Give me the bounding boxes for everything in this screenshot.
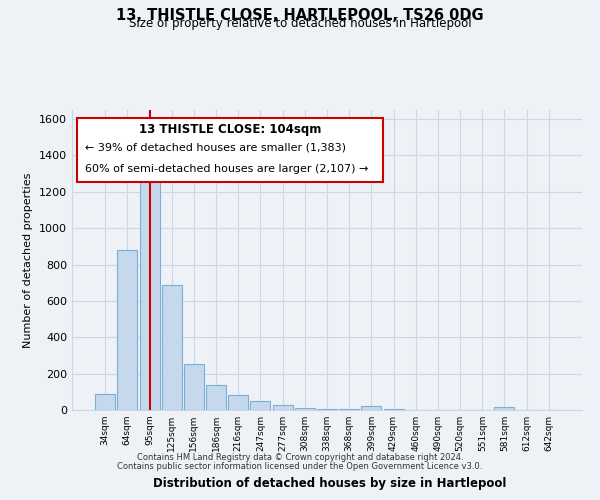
Bar xyxy=(184,364,204,410)
Bar xyxy=(272,405,293,410)
Bar xyxy=(206,384,226,410)
Text: Size of property relative to detached houses in Hartlepool: Size of property relative to detached ho… xyxy=(128,18,472,30)
Bar xyxy=(162,286,182,410)
Bar xyxy=(339,409,359,410)
Bar xyxy=(118,250,137,410)
Text: ← 39% of detached houses are smaller (1,383): ← 39% of detached houses are smaller (1,… xyxy=(85,143,346,153)
Bar xyxy=(317,408,337,410)
Bar xyxy=(250,401,271,410)
Bar xyxy=(383,409,404,410)
Bar xyxy=(140,170,160,410)
Text: Contains HM Land Registry data © Crown copyright and database right 2024.: Contains HM Land Registry data © Crown c… xyxy=(137,454,463,462)
Bar xyxy=(95,394,115,410)
Bar xyxy=(295,408,315,410)
Bar xyxy=(361,406,382,410)
FancyBboxPatch shape xyxy=(77,118,383,182)
Text: Contains public sector information licensed under the Open Government Licence v3: Contains public sector information licen… xyxy=(118,462,482,471)
Text: 13, THISTLE CLOSE, HARTLEPOOL, TS26 0DG: 13, THISTLE CLOSE, HARTLEPOOL, TS26 0DG xyxy=(116,8,484,22)
Y-axis label: Number of detached properties: Number of detached properties xyxy=(23,172,34,348)
Text: Distribution of detached houses by size in Hartlepool: Distribution of detached houses by size … xyxy=(154,477,506,490)
Bar xyxy=(494,406,514,410)
Bar xyxy=(228,394,248,410)
Text: 13 THISTLE CLOSE: 104sqm: 13 THISTLE CLOSE: 104sqm xyxy=(139,124,321,136)
Text: 60% of semi-detached houses are larger (2,107) →: 60% of semi-detached houses are larger (… xyxy=(85,164,368,174)
